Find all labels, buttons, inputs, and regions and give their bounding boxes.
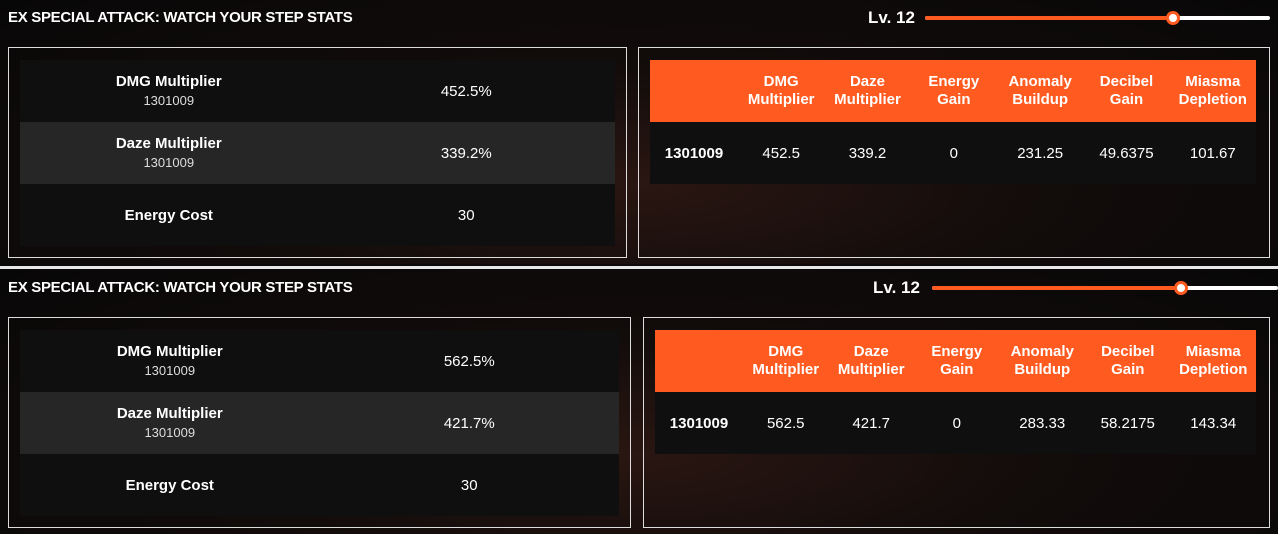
column-header: Energy Gain (928, 73, 980, 108)
stats-summary-table: DMG Multiplier 1301009 562.5% Daze Multipli… (20, 330, 619, 516)
row-id: 1301009 (664, 144, 724, 162)
table-header-row: DMG Multiplier Daze Multiplier Energy Gain… (650, 60, 1256, 122)
table-cell: 283.33 (1019, 414, 1066, 432)
table-row: 1301009 562.5 421.7 0 283.33 58.2175 143.34 (655, 392, 1256, 454)
stats-summary-table: DMG Multiplier 1301009 452.5% Daze Multipli… (20, 60, 615, 246)
stat-name: Energy Cost (124, 206, 213, 224)
level-slider-fill (925, 16, 1174, 20)
stat-name-cell: Energy Cost (20, 476, 320, 495)
stat-row: Energy Cost 30 (20, 184, 615, 246)
table-cell: 49.6375 (1099, 144, 1154, 162)
column-header: Energy Gain (931, 343, 983, 378)
stat-name: Daze Multiplier (116, 405, 223, 422)
stats-detail-table: DMG Multiplier Daze Multiplier Energy Gain… (650, 60, 1256, 184)
stat-value: 30 (460, 476, 478, 494)
stat-value: 562.5% (443, 352, 495, 370)
stat-name: DMG Multiplier (115, 73, 222, 90)
column-header: DMG Multiplier (752, 343, 820, 378)
stat-name: Energy Cost (125, 476, 214, 494)
table-cell: 0 (952, 414, 961, 432)
level-slider[interactable] (925, 11, 1270, 25)
table-header-row: DMG Multiplier Daze Multiplier Energy Gain… (655, 330, 1256, 392)
level-label: Lv. 12 (868, 8, 915, 27)
stat-id: 1301009 (144, 425, 196, 440)
column-header: DMG Multiplier (747, 73, 815, 108)
stat-id: 1301009 (143, 93, 195, 108)
stat-name-cell: DMG Multiplier 1301009 (20, 72, 318, 110)
level-slider[interactable] (932, 281, 1278, 295)
column-header: Anomaly Buildup (1010, 343, 1074, 378)
level-slider-thumb[interactable] (1174, 281, 1189, 295)
table-row: 1301009 452.5 339.2 0 231.25 49.6375 101.67 (650, 122, 1256, 184)
stat-row: Daze Multiplier 1301009 339.2% (20, 122, 615, 184)
level-slider-fill (932, 286, 1182, 290)
stat-name-cell: DMG Multiplier 1301009 (20, 342, 320, 380)
column-header: Decibel Gain (1099, 73, 1154, 108)
stat-row: Daze Multiplier 1301009 421.7% (20, 392, 619, 454)
stat-value: 421.7% (443, 414, 495, 432)
stat-value: 30 (457, 206, 475, 224)
panel-title: EX SPECIAL ATTACK: WATCH YOUR STEP STATS (8, 279, 353, 296)
table-cell: 58.2175 (1100, 414, 1155, 432)
table-cell: 452.5 (762, 144, 800, 162)
column-header: Miasma Depletion (1179, 343, 1248, 378)
stat-name-cell: Daze Multiplier 1301009 (20, 404, 320, 442)
panel-divider (0, 266, 1278, 269)
column-header: Anomaly Buildup (1008, 73, 1072, 108)
stat-id: 1301009 (144, 363, 196, 378)
level-slider-thumb[interactable] (1166, 11, 1181, 25)
column-header: Decibel Gain (1101, 343, 1155, 378)
stat-name: DMG Multiplier (116, 343, 223, 360)
stats-summary-box: DMG Multiplier 1301009 452.5% Daze Multipli… (8, 47, 627, 258)
table-cell: 101.67 (1189, 144, 1236, 162)
stats-panel: EX SPECIAL ATTACK: WATCH YOUR STEP STATS… (0, 0, 1278, 264)
table-cell: 0 (949, 144, 958, 162)
panel-title: EX SPECIAL ATTACK: WATCH YOUR STEP STATS (8, 9, 353, 26)
stat-row: DMG Multiplier 1301009 452.5% (20, 60, 615, 122)
stats-detail-box: DMG Multiplier Daze Multiplier Energy Gain… (643, 317, 1270, 528)
stat-value: 339.2% (440, 144, 492, 162)
column-header: Miasma Depletion (1178, 73, 1247, 108)
stat-row: DMG Multiplier 1301009 562.5% (20, 330, 619, 392)
stat-name: Daze Multiplier (115, 135, 222, 152)
stat-value: 452.5% (440, 82, 492, 100)
table-cell: 143.34 (1190, 414, 1237, 432)
table-cell: 562.5 (766, 414, 805, 432)
column-header: Daze Multiplier (837, 343, 905, 378)
stat-row: Energy Cost 30 (20, 454, 619, 516)
stats-summary-box: DMG Multiplier 1301009 562.5% Daze Multipli… (8, 317, 631, 528)
stats-detail-box: DMG Multiplier Daze Multiplier Energy Gain… (638, 47, 1270, 258)
row-id: 1301009 (669, 414, 729, 432)
stat-name-cell: Daze Multiplier 1301009 (20, 134, 318, 172)
stat-name-cell: Energy Cost (20, 206, 318, 225)
level-label: Lv. 12 (873, 278, 920, 297)
stat-id: 1301009 (143, 155, 195, 170)
table-cell: 339.2 (848, 144, 887, 162)
table-cell: 231.25 (1017, 144, 1064, 162)
stats-detail-table: DMG Multiplier Daze Multiplier Energy Gain… (655, 330, 1256, 454)
stats-panel: EX SPECIAL ATTACK: WATCH YOUR STEP STATS… (0, 270, 1278, 534)
column-header: Daze Multiplier (834, 73, 901, 108)
table-cell: 421.7 (852, 414, 891, 432)
